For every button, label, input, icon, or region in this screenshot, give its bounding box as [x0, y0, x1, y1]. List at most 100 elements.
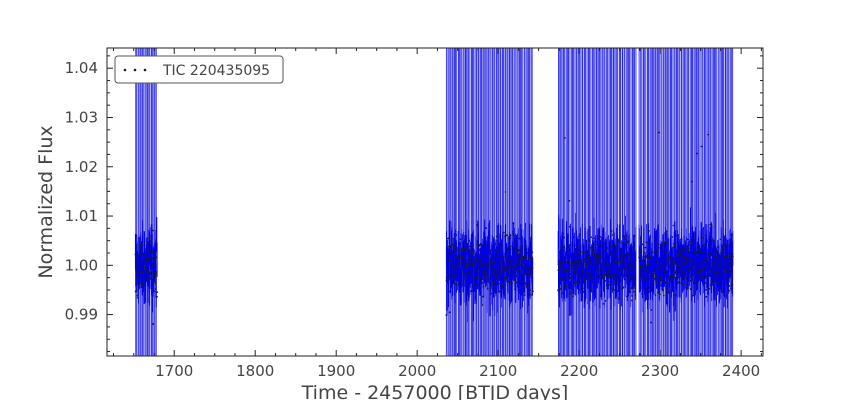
- data-point: [662, 270, 665, 273]
- data-point: [469, 256, 472, 259]
- data-point: [596, 267, 599, 270]
- data-point: [700, 258, 703, 261]
- data-point: [622, 235, 625, 237]
- data-point: [624, 278, 626, 281]
- data-point: [525, 285, 528, 288]
- data-point: [531, 256, 534, 259]
- data-point: [512, 230, 515, 233]
- data-point: [456, 247, 458, 249]
- data-point: [504, 266, 507, 269]
- data-point: [678, 265, 680, 267]
- data-point: [641, 293, 643, 295]
- data-point: [141, 286, 144, 289]
- data-point: [607, 275, 610, 278]
- data-point: [473, 277, 476, 280]
- data-point: [700, 274, 703, 277]
- data-point: [669, 275, 672, 277]
- plot-area: [134, 48, 734, 356]
- data-point: [582, 281, 585, 283]
- legend-marker: [143, 68, 147, 72]
- data-point: [486, 270, 489, 273]
- data-point: [476, 224, 478, 227]
- data-point: [629, 263, 632, 266]
- data-point: [621, 254, 624, 257]
- data-point: [691, 239, 693, 241]
- data-point: [142, 281, 145, 284]
- data-point: [728, 270, 730, 272]
- data-point: [479, 259, 482, 262]
- data-point: [704, 282, 707, 284]
- data-point: [681, 276, 683, 279]
- data-point: [723, 243, 726, 246]
- data-point: [135, 259, 138, 262]
- data-point: [513, 234, 516, 237]
- data-point: [711, 280, 714, 283]
- data-point: [682, 255, 684, 258]
- data-point: [581, 287, 584, 290]
- data-point: [502, 267, 504, 270]
- data-point: [461, 255, 464, 258]
- data-point: [688, 262, 691, 265]
- data-point: [469, 250, 472, 253]
- data-point: [639, 275, 641, 278]
- data-point: [471, 263, 474, 266]
- data-point: [697, 248, 700, 251]
- data-point: [663, 241, 666, 244]
- data-point: [600, 295, 603, 298]
- data-point: [685, 287, 688, 290]
- data-point: [634, 293, 637, 296]
- data-point: [688, 259, 691, 262]
- data-point: [564, 256, 567, 259]
- data-point: [146, 276, 149, 279]
- data-point: [525, 254, 528, 257]
- data-point: [566, 275, 568, 278]
- data-point: [524, 249, 526, 252]
- data-point: [695, 270, 698, 272]
- data-point: [673, 276, 676, 278]
- data-point: [684, 268, 687, 271]
- data-point: [512, 222, 515, 224]
- data-point: [685, 258, 688, 260]
- data-point: [507, 281, 509, 284]
- data-point: [459, 238, 462, 241]
- data-point: [723, 255, 726, 258]
- data-point: [478, 249, 481, 251]
- data-point: [475, 260, 478, 263]
- data-point: [605, 242, 607, 244]
- data-point: [150, 252, 153, 255]
- data-point: [628, 256, 631, 259]
- data-point: [138, 270, 141, 272]
- data-point: [476, 241, 479, 243]
- data-point: [698, 251, 701, 254]
- data-point: [655, 275, 658, 277]
- data-point: [694, 290, 696, 293]
- data-point: [529, 267, 532, 270]
- data-point: [680, 259, 683, 262]
- data-point: [460, 255, 462, 257]
- data-point: [515, 249, 518, 252]
- data-point: [721, 249, 724, 252]
- data-point: [447, 237, 450, 240]
- data-point: [725, 245, 728, 248]
- data-point: [445, 314, 448, 316]
- data-point: [143, 277, 146, 279]
- data-point: [510, 256, 513, 258]
- data-point: [606, 283, 609, 285]
- data-point: [702, 275, 705, 278]
- data-point: [520, 249, 523, 252]
- data-point: [703, 243, 706, 246]
- data-point: [463, 241, 465, 243]
- data-point: [644, 246, 647, 249]
- data-point: [657, 131, 660, 134]
- data-point: [135, 266, 138, 269]
- data-point: [610, 287, 613, 290]
- data-point: [559, 261, 562, 264]
- data-point: [486, 263, 488, 266]
- data-point: [718, 265, 721, 268]
- errorbar-layer: [134, 48, 734, 356]
- data-point: [484, 244, 486, 247]
- data-point: [645, 278, 648, 280]
- data-point: [592, 272, 595, 275]
- data-point: [482, 271, 485, 273]
- data-point: [472, 234, 474, 237]
